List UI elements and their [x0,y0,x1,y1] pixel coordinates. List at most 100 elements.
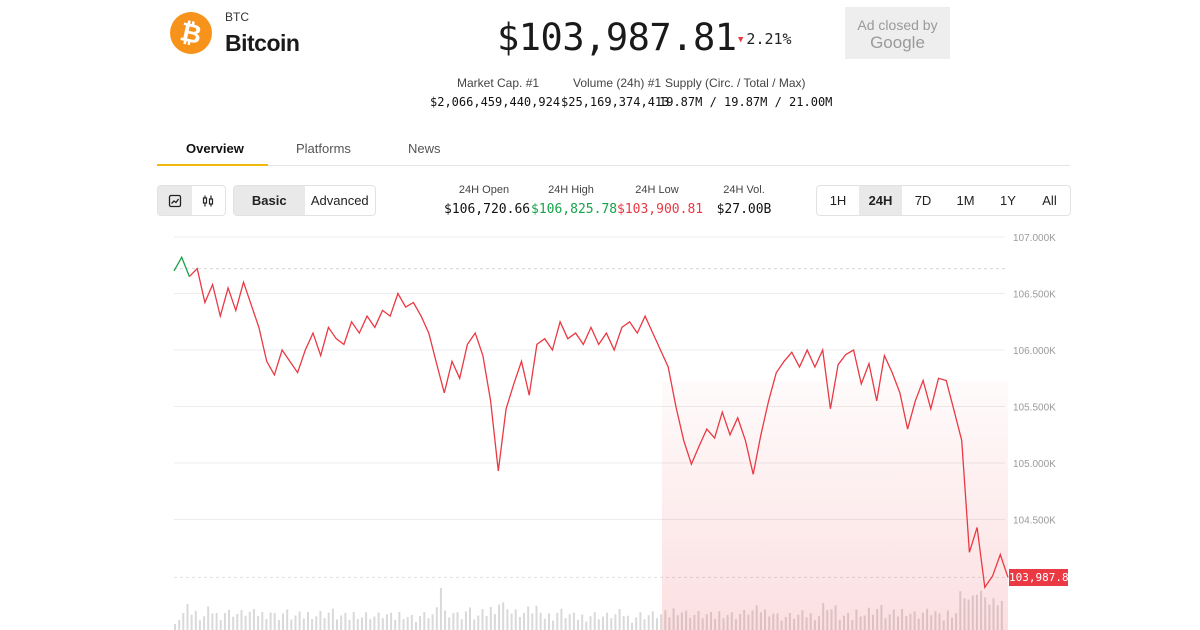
volume-bar [593,612,596,630]
volume-bar [252,609,255,630]
y-tick-label: 105.000K [1013,459,1056,470]
volume-bar [282,613,284,630]
coin-ticker: BTC [225,10,249,24]
volume-bar [572,612,575,630]
volume-bar [539,612,542,630]
coin-name: Bitcoin [225,30,300,56]
volume-bar [506,609,509,630]
active-tab-indicator [157,164,268,166]
volume-bar [302,618,305,630]
timeframe-all[interactable]: All [1042,193,1057,208]
volume-bar [228,609,230,630]
chart-type-toggle [157,185,226,216]
volume-bar [435,607,438,630]
volume-bar [473,619,476,630]
vol-label: 24H Vol. [723,184,765,196]
volume-bar [344,612,347,630]
timeframe-selector: 1H 24H 7D 1M 1Y All [816,185,1071,216]
volume-bar [331,608,334,630]
volume-bar [481,609,484,630]
supply-label: Supply (Circ. / Total / Max) [665,76,806,90]
tab-platforms[interactable]: Platforms [296,141,351,156]
volume-bar [543,618,546,630]
volume-bar [277,620,280,630]
tab-news[interactable]: News [408,141,441,156]
volume-bar [290,619,293,630]
volume-bar [618,609,621,630]
volume-bar [261,612,264,630]
volume-bar [381,618,384,630]
ad-brand: Google [870,33,925,52]
volume-bar [614,614,617,630]
tab-overview[interactable]: Overview [186,141,244,156]
timeframe-24h[interactable]: 24H [859,186,902,215]
volume-bar [531,613,534,630]
volume-bar [660,614,663,630]
volume-bar [622,616,625,630]
volume-bar [369,619,372,630]
volume-bar [626,615,629,630]
volume-bar [589,616,592,630]
volume-bar [448,617,451,630]
volume-bar [340,615,343,630]
volume-bar [236,614,239,630]
basic-mode-button[interactable]: Basic [234,186,305,215]
line-chart-icon [168,194,181,207]
low-label: 24H Low [635,184,679,196]
volume-bar [215,613,218,630]
volume-bar [223,613,226,630]
volume-bar [643,619,646,630]
open-value: $106,720.66 [444,202,531,217]
volume-bar [410,615,413,630]
volume-bar [265,619,268,630]
volume-bar [319,611,322,630]
volume-bar [398,612,401,630]
low-value: $103,900.81 [617,202,704,217]
volume-bar [610,618,613,630]
volume-bar [597,619,600,630]
line-chart-button[interactable] [158,186,192,215]
price-change-value: 2.21% [746,30,792,48]
timeframe-7d[interactable]: 7D [914,193,932,208]
volume-bar [186,604,189,630]
y-tick-label: 107.000K [1013,233,1056,244]
y-tick-label: 106.500K [1013,290,1056,301]
price-change: ▼ 2.21% [738,30,792,48]
volume-bar [444,610,447,630]
volume-bar [190,614,193,630]
volume-bar [307,612,309,630]
ad-placeholder: Ad closed by Google [845,7,950,59]
volume-bar [639,612,642,630]
triangle-down-icon: ▼ [738,35,744,45]
volume-bar [373,616,376,630]
volume-bar [248,611,251,630]
volume-bar [352,612,355,630]
volume-bar [431,614,434,630]
volume-bar [419,616,422,630]
market-cap-label: Market Cap. #1 [457,76,540,90]
volume-bar [651,611,654,630]
volume-bar [269,612,272,630]
volume-bar [415,622,417,630]
volume-bar [323,618,326,630]
volume-bar [477,615,480,630]
volume-bar [178,620,181,630]
candlestick-button[interactable] [192,186,226,215]
volume-bar [315,616,318,630]
timeframe-1m[interactable]: 1M [956,193,975,208]
view-mode-toggle: Basic Advanced [233,185,376,216]
volume-bar [294,615,297,630]
volume-bar [232,616,235,630]
volume-bar [514,609,517,630]
volume-label: Volume (24h) #1 [573,76,662,90]
timeframe-1h[interactable]: 1H [829,193,847,208]
price-line-up [173,255,191,277]
volume-bar [219,620,222,630]
volume-bar [581,614,584,630]
volume-bar [577,619,579,630]
timeframe-1y[interactable]: 1Y [1000,193,1016,208]
price-line-down [188,267,1009,590]
advanced-mode-button[interactable]: Advanced [310,193,369,208]
volume-bar [556,612,559,630]
